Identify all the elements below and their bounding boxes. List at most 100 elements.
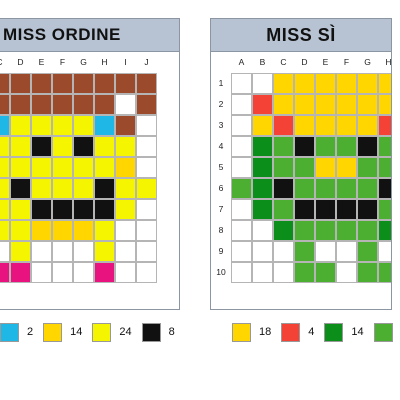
column-label: D: [17, 57, 24, 67]
grid-cell: [73, 262, 94, 283]
grid-cell: [31, 220, 52, 241]
grid-cell: [73, 94, 94, 115]
color-count: 14: [70, 326, 83, 338]
grid-cell: [31, 199, 52, 220]
grid-cell: [273, 136, 294, 157]
grid-cell: [52, 73, 73, 94]
grid-cell: [378, 73, 391, 94]
grid-cell: [52, 136, 73, 157]
grid-cell: [378, 115, 391, 136]
grid-cell: [31, 157, 52, 178]
grid-cell: [136, 73, 157, 94]
color-count: 4: [308, 326, 315, 338]
grid-cell: [231, 157, 252, 178]
grid-cell: [136, 220, 157, 241]
grid-cell: [10, 241, 31, 262]
grid-cell: [94, 178, 115, 199]
grid-cell: [231, 178, 252, 199]
panel-title: MISS SÌ: [211, 19, 391, 52]
grid-cell: [336, 136, 357, 157]
column-label: G: [80, 57, 87, 67]
color-count: 18: [259, 326, 272, 338]
grid-cell: [136, 241, 157, 262]
grid-cell: [378, 262, 391, 283]
grid-cell: [378, 220, 391, 241]
grid-cell: [273, 178, 294, 199]
color-count: 24: [393, 326, 400, 338]
grid-cell: [315, 178, 336, 199]
row-label: 3: [218, 120, 224, 130]
color-count: 24: [119, 326, 132, 338]
grid-cell: [315, 115, 336, 136]
grid-cell: [336, 220, 357, 241]
grid-cell: [252, 199, 273, 220]
grid-cell: [336, 178, 357, 199]
grid-cell: [52, 262, 73, 283]
grid-cell: [315, 136, 336, 157]
grid-cell: [315, 220, 336, 241]
grid-cell: [10, 262, 31, 283]
color-swatch: [141, 322, 161, 342]
grid-cell: [115, 157, 136, 178]
row-label: 9: [218, 246, 224, 256]
grid-cell: [273, 73, 294, 94]
grid-cell: [136, 178, 157, 199]
color-legend: 2 14 24 8: [0, 320, 185, 344]
grid-cell: [94, 73, 115, 94]
color-legend: 18 4 14 24: [232, 320, 400, 344]
grid-cell: [294, 220, 315, 241]
column-label: H: [101, 57, 108, 67]
grid-cell: [378, 199, 391, 220]
grid-cell: [252, 178, 273, 199]
grid-cell: [0, 178, 10, 199]
grid-cell: [94, 241, 115, 262]
grid-cell: [357, 199, 378, 220]
grid-cell: [0, 199, 10, 220]
color-swatch: [324, 322, 344, 342]
grid-cell: [136, 94, 157, 115]
column-label: C: [0, 57, 10, 67]
grid-cell: [0, 136, 10, 157]
grid-cell: [252, 157, 273, 178]
grid-cell: [52, 157, 73, 178]
grid-cell: [294, 157, 315, 178]
grid-cell: [31, 262, 52, 283]
color-count: 14: [351, 326, 364, 338]
grid-cell: [252, 241, 273, 262]
grid-cell: [336, 94, 357, 115]
grid-cell: [10, 178, 31, 199]
grid-cell: [378, 94, 391, 115]
column-label: D: [301, 57, 308, 67]
grid-cell: [315, 73, 336, 94]
grid-cell: [336, 199, 357, 220]
grid-cell: [52, 94, 73, 115]
grid-cell: [94, 199, 115, 220]
grid-cell: [10, 220, 31, 241]
grid-cell: [136, 262, 157, 283]
column-label: J: [144, 57, 149, 67]
grid-cell: [336, 157, 357, 178]
color-swatch: [281, 322, 301, 342]
grid-cell: [73, 199, 94, 220]
grid-cell: [273, 199, 294, 220]
grid-cell: [136, 157, 157, 178]
grid-cell: [273, 115, 294, 136]
grid-cell: [378, 178, 391, 199]
grid-cell: [294, 199, 315, 220]
grid-cell: [31, 241, 52, 262]
grid-cell: [252, 94, 273, 115]
grid-cell: [357, 136, 378, 157]
grid-cell: [315, 262, 336, 283]
grid-cell: [357, 241, 378, 262]
grid-cell: [336, 262, 357, 283]
row-label: 4: [218, 141, 224, 151]
grid-cell: [31, 178, 52, 199]
color-swatch: [43, 322, 63, 342]
grid-cell: [115, 220, 136, 241]
grid-cell: [252, 136, 273, 157]
grid-cell: [294, 241, 315, 262]
grid-cell: [31, 115, 52, 136]
grid-cell: [0, 241, 10, 262]
grid-cell: [52, 241, 73, 262]
grid-cell: [0, 94, 10, 115]
